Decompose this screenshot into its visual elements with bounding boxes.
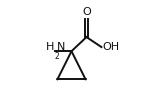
Text: 2: 2 (54, 52, 59, 61)
Text: O: O (82, 7, 91, 17)
Text: OH: OH (103, 42, 120, 52)
Text: N: N (57, 42, 65, 52)
Text: H: H (46, 42, 54, 52)
